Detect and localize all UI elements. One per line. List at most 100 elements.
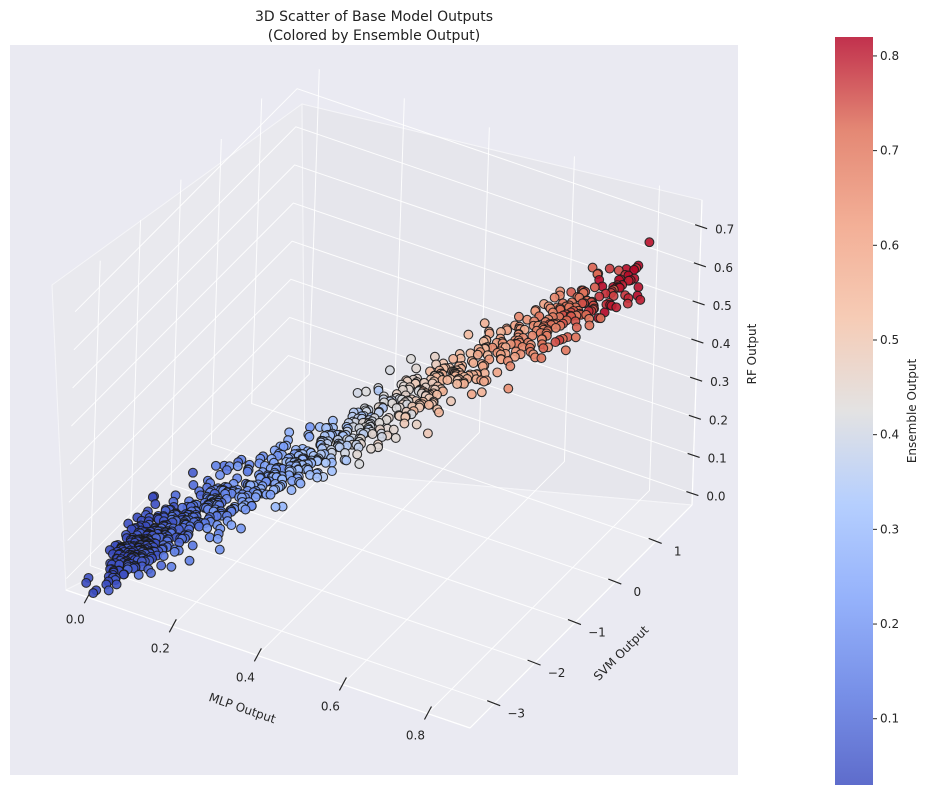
z-tick-label: 0.6 [714,261,733,275]
data-point [210,460,221,471]
data-point [513,311,524,322]
data-point [587,262,598,273]
gridlines [66,69,702,714]
data-point [133,569,144,580]
data-point [406,353,416,364]
data-point [527,330,538,341]
data-point [146,568,156,578]
z-gridline [72,164,699,389]
data-point [635,294,646,305]
data-point [184,555,195,566]
data-point [169,546,180,557]
z-tick-label: 0.3 [710,375,729,389]
y-tick-label: −3 [507,707,525,721]
data-point [88,588,99,599]
y-tick-label: 1 [674,544,682,558]
z-gridline [67,316,694,541]
data-point [411,419,422,430]
y-tick-mark [567,619,582,626]
colorbar-label: Ensemble Output [905,359,919,464]
data-point [221,465,232,476]
data-point [446,396,456,407]
colorbar-tick-label: 0.5 [880,333,899,347]
z-tick-mark [692,300,705,306]
data-point [570,332,581,343]
data-point [187,467,198,478]
data-point [479,376,489,387]
colorbar-tick-label: 0.8 [880,49,899,63]
data-point [536,353,547,364]
data-point [214,544,225,555]
chart-subtitle: (Colored by Ensemble Output) [268,28,480,44]
data-point [320,457,331,468]
y-tick-mark [648,537,662,545]
x-tick-mark [253,648,262,662]
z-tick-label: 0.5 [713,299,732,313]
data-point [644,237,655,248]
data-point [423,399,434,410]
data-point [422,428,433,439]
data-point [242,466,253,477]
data-point [538,343,549,354]
x-tick-label: 0.0 [66,612,85,626]
data-point [341,455,352,466]
data-point [265,489,276,500]
x-tick-mark [338,677,347,691]
axis-ticks: 0.0 0.2 0.4 0.6 0.8 −3 −2 −1 0 1 0.0 0.1 0.2 0.3 0.4 0.… [66,223,735,743]
z-tick-mark [691,338,704,344]
data-point [452,379,463,389]
data-point [367,429,378,439]
data-point [366,443,376,454]
y-gridline [251,98,656,542]
z-axis-label: RF Output [745,323,759,384]
colorbar-tick-label: 0.3 [880,522,899,536]
data-point [604,263,615,274]
data-point [549,292,560,303]
data-point [286,485,297,496]
data-point [188,480,199,490]
y-gridline [210,139,616,583]
data-point [111,579,122,590]
y-tick-label: −2 [548,666,566,680]
data-point [633,282,644,293]
x-tick-mark [168,619,177,633]
data-point [550,337,561,348]
data-point [608,291,619,301]
data-point [472,349,483,360]
data-point [560,345,571,356]
colorbar-gradient [835,37,873,785]
data-point [212,533,223,544]
y-axis-line [469,504,693,729]
data-point [304,431,315,442]
y-tick-mark [608,578,622,585]
x-tick-mark [423,706,433,720]
data-point [166,561,177,572]
x-gridline [342,156,575,685]
data-point [312,472,323,483]
data-point [479,318,490,329]
z-tick-label: 0.0 [706,490,725,504]
data-point [226,520,237,531]
data-point [103,585,114,596]
y-tick-label: −1 [588,626,606,640]
data-point [595,313,606,324]
data-point [571,322,582,333]
z-tick-label: 0.1 [708,451,727,465]
colorbar-tick-label: 0.6 [880,238,899,252]
data-point [270,501,281,512]
z-gridline [66,354,693,579]
x-tick-label: 0.8 [406,728,425,742]
data-point [463,329,474,340]
data-point [448,353,459,364]
z-tick-mark [689,376,703,382]
x-gridline [257,127,490,656]
colorbar-tick-label: 0.2 [880,617,899,631]
data-point [250,492,261,503]
x-tick-label: 0.4 [236,670,255,684]
data-point [611,302,622,313]
data-point [156,560,167,571]
data-point [584,320,595,331]
data-point [352,449,363,460]
data-point [194,521,205,532]
